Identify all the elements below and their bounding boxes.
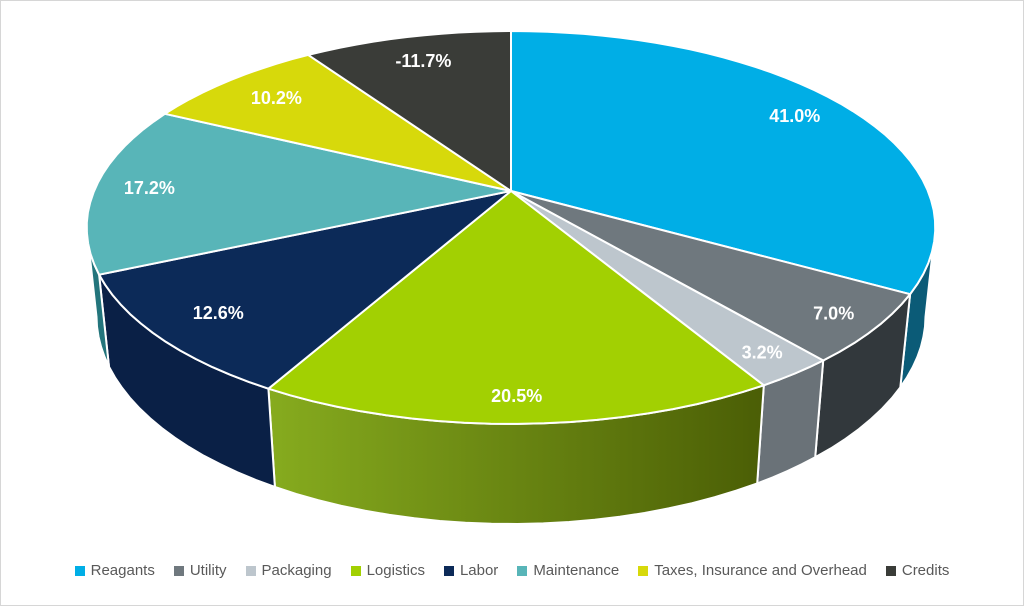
chart-legend: Reagants Utility Packaging Logistics Labor Ma… [1, 562, 1023, 579]
legend-marker [350, 565, 361, 576]
pie-slice-taxes-insurance-and-overhead[interactable] [163, 53, 512, 192]
pie-slice-labor[interactable] [98, 190, 512, 390]
legend-marker [885, 565, 896, 576]
legend-marker [245, 565, 256, 576]
data-label-utility: 7.0% [813, 303, 854, 323]
legend-item-reagants[interactable]: Reagants [74, 562, 155, 579]
data-label-logistics: 20.5% [491, 386, 542, 406]
legend-item-logistics[interactable]: Logistics [350, 562, 425, 579]
legend-marker [638, 565, 649, 576]
pie-slice-utility[interactable] [510, 190, 912, 362]
data-label-labor: 12.6% [193, 303, 244, 323]
data-label-reagants: 41.0% [769, 106, 820, 126]
legend-marker [517, 565, 528, 576]
legend-label: Utility [189, 562, 227, 579]
data-label-taxes-insurance-and-overhead: 10.2% [251, 88, 302, 108]
legend-label: Packaging [261, 562, 332, 579]
data-label-maintenance: 17.2% [124, 178, 175, 198]
pie-slice-reagants[interactable] [510, 30, 937, 296]
legend-item-packaging[interactable]: Packaging [245, 562, 332, 579]
legend-label: Logistics [366, 562, 425, 579]
legend-item-credits[interactable]: Credits [885, 562, 950, 579]
legend-item-taxes-insurance-and-overhead[interactable]: Taxes, Insurance and Overhead [638, 562, 867, 579]
legend-marker [173, 565, 184, 576]
pie-slice-maintenance[interactable] [85, 112, 512, 276]
legend-label: Labor [459, 562, 499, 579]
legend-item-labor[interactable]: Labor [443, 562, 499, 579]
legend-label: Credits [901, 562, 950, 579]
pie-slice-credits[interactable] [307, 30, 512, 192]
legend-label: Maintenance [533, 562, 620, 579]
legend-item-utility[interactable]: Utility [173, 562, 227, 579]
legend-marker [443, 565, 454, 576]
pie-chart: 41.0% 7.0% 3.2% 20.5% 12.6% 17.2% 10.2% -11.7% [85, 30, 937, 525]
pie-slice-logistics[interactable] [267, 190, 765, 425]
legend-label: Taxes, Insurance and Overhead [654, 562, 867, 579]
legend-marker [74, 565, 85, 576]
data-label-credits: -11.7% [395, 51, 451, 71]
legend-label: Reagants [90, 562, 155, 579]
legend-item-maintenance[interactable]: Maintenance [517, 562, 619, 579]
data-label-packaging: 3.2% [742, 342, 783, 362]
